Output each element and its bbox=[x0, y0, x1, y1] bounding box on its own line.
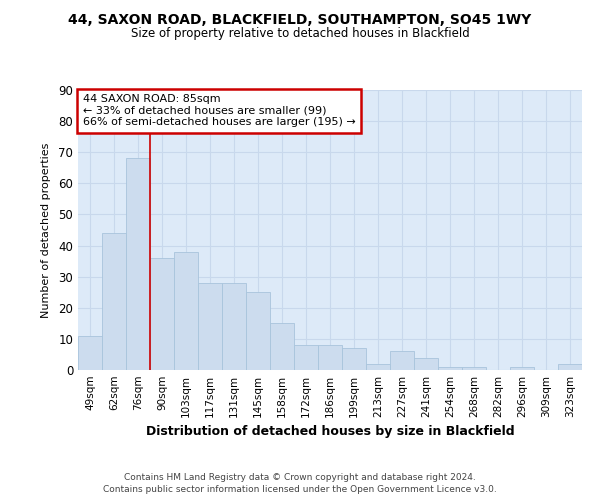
Bar bbox=[438, 367, 462, 370]
Bar bbox=[78, 336, 102, 370]
Text: 44 SAXON ROAD: 85sqm
← 33% of detached houses are smaller (99)
66% of semi-detac: 44 SAXON ROAD: 85sqm ← 33% of detached h… bbox=[83, 94, 356, 128]
Bar bbox=[390, 352, 414, 370]
Bar bbox=[102, 233, 126, 370]
Text: Contains public sector information licensed under the Open Government Licence v3: Contains public sector information licen… bbox=[103, 485, 497, 494]
Bar bbox=[558, 364, 582, 370]
Bar bbox=[150, 258, 174, 370]
Bar bbox=[342, 348, 366, 370]
Y-axis label: Number of detached properties: Number of detached properties bbox=[41, 142, 52, 318]
Bar bbox=[414, 358, 438, 370]
Bar bbox=[222, 283, 246, 370]
Bar bbox=[126, 158, 150, 370]
Bar bbox=[198, 283, 222, 370]
Bar bbox=[294, 345, 318, 370]
Bar bbox=[462, 367, 486, 370]
Bar bbox=[366, 364, 390, 370]
Text: Size of property relative to detached houses in Blackfield: Size of property relative to detached ho… bbox=[131, 28, 469, 40]
Bar bbox=[318, 345, 342, 370]
Bar bbox=[174, 252, 198, 370]
Text: 44, SAXON ROAD, BLACKFIELD, SOUTHAMPTON, SO45 1WY: 44, SAXON ROAD, BLACKFIELD, SOUTHAMPTON,… bbox=[68, 12, 532, 26]
X-axis label: Distribution of detached houses by size in Blackfield: Distribution of detached houses by size … bbox=[146, 426, 514, 438]
Text: Contains HM Land Registry data © Crown copyright and database right 2024.: Contains HM Land Registry data © Crown c… bbox=[124, 472, 476, 482]
Bar bbox=[270, 324, 294, 370]
Bar bbox=[510, 367, 534, 370]
Bar bbox=[246, 292, 270, 370]
